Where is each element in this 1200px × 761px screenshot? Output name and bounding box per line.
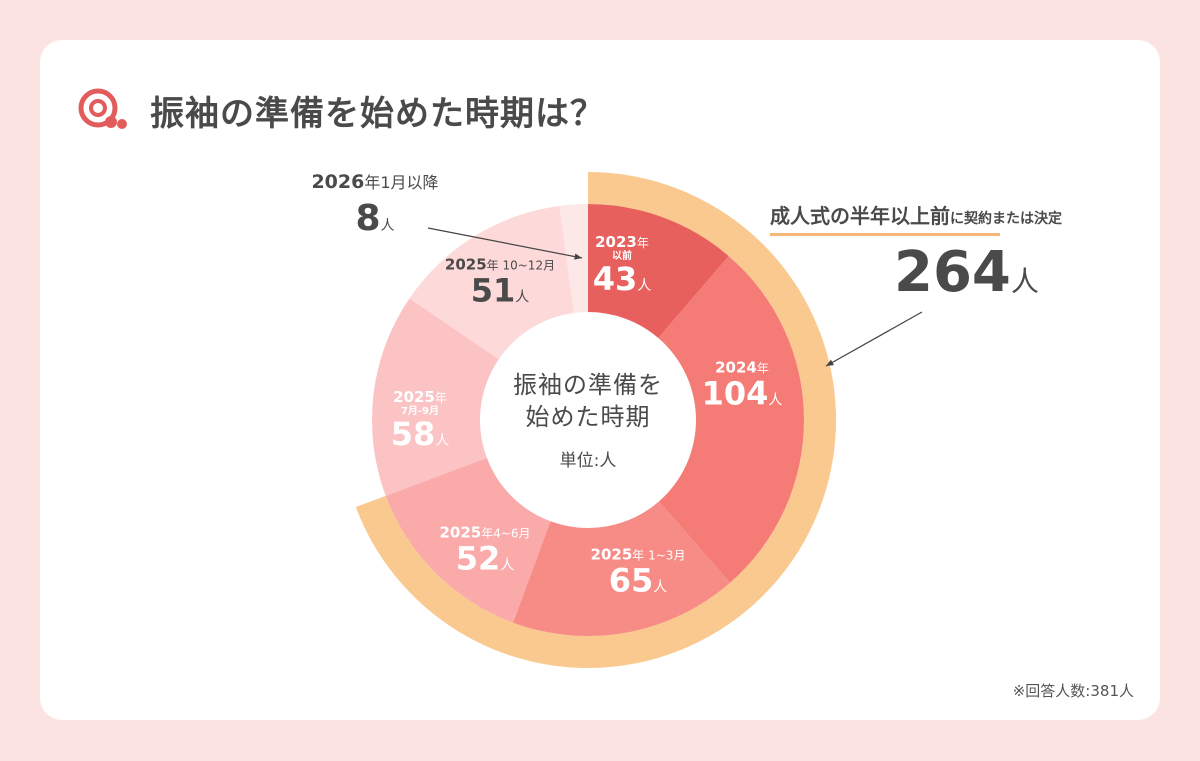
label-p1: 2025 <box>444 255 487 274</box>
callout-rest: に契約または決定 <box>950 211 1062 227</box>
label-u: 人 <box>515 289 530 306</box>
label-v: 104 <box>701 374 769 413</box>
slice-label-6: 2026年1月以降 8人 <box>311 170 439 239</box>
label-p2: 年 1~3月 <box>632 548 686 563</box>
label-p1: 2024 <box>715 358 757 377</box>
label-p1: 2025 <box>439 523 482 542</box>
slice-label-1: 2024年 104人 <box>702 359 783 412</box>
label-p2: 年 <box>636 236 649 251</box>
callout-total-value: 264 <box>894 240 1011 305</box>
slice-3 <box>385 457 551 623</box>
slice-1 <box>658 256 804 583</box>
label-u: 人 <box>435 432 450 449</box>
slice-label-5: 2025年 10~12月 51人 <box>445 256 555 309</box>
label-p2: 年1月以降 <box>364 172 439 192</box>
callout-total-unit: 人 <box>1010 265 1039 298</box>
label-v: 58 <box>390 414 436 453</box>
label-p2: 年 <box>434 391 447 406</box>
slice-label-0: 2023年 以前 43人 <box>593 233 652 297</box>
page-title: 振袖の準備を始めた時期は？ <box>150 94 605 134</box>
label-u: 人 <box>653 579 668 596</box>
slice-label-4: 2025年 7月-9月 58人 <box>391 388 450 452</box>
respondent-note: ※回答人数:381人 <box>1012 682 1134 700</box>
callout-emphasis: 成人式の半年以上前 <box>770 204 950 228</box>
label-p2: 年 10~12月 <box>486 258 556 273</box>
arrow-callout <box>825 311 923 367</box>
arrow-callout-head <box>826 359 834 366</box>
label-p2: 年4~6月 <box>481 526 531 541</box>
slice-4 <box>372 298 499 496</box>
center-title-1: 振袖の準備を <box>513 371 663 400</box>
chart-center-label: 振袖の準備を 始めた時期 単位:人 <box>513 369 663 471</box>
label-u: 人 <box>500 557 515 574</box>
arrow-2026-label-head <box>574 253 582 260</box>
center-title-2: 始めた時期 <box>525 403 651 432</box>
q-bubble-icon <box>78 88 127 129</box>
callout-underline <box>770 233 1000 236</box>
slice-label-2: 2025年 1~3月 65人 <box>591 546 686 599</box>
label-v: 65 <box>608 561 654 600</box>
label-p1: 2025 <box>590 545 633 564</box>
label-sub: 以前 <box>612 250 632 262</box>
callout-total: 264人 <box>894 240 1039 305</box>
slice-2 <box>513 501 730 636</box>
label-v: 43 <box>592 259 638 298</box>
slice-5 <box>409 205 574 360</box>
label-p1: 2026 <box>311 170 365 193</box>
label-p1: 2025 <box>393 388 435 407</box>
center-unit: 単位:人 <box>559 450 617 471</box>
label-u: 人 <box>380 217 395 234</box>
label-u: 人 <box>768 392 783 409</box>
label-sub: 7月-9月 <box>400 405 440 417</box>
label-u: 人 <box>637 277 652 294</box>
label-p2: 年 <box>756 361 769 376</box>
slice-6 <box>559 204 588 313</box>
label-v: 52 <box>455 539 501 578</box>
slice-label-3: 2025年4~6月 52人 <box>439 524 530 577</box>
slice-0 <box>588 204 729 339</box>
label-p1: 2023 <box>595 233 637 252</box>
arrow-2026-label <box>427 227 583 259</box>
callout: 成人式の半年以上前に契約または決定 <box>770 200 1062 236</box>
label-v: 51 <box>470 271 516 310</box>
label-v: 8 <box>355 197 381 239</box>
